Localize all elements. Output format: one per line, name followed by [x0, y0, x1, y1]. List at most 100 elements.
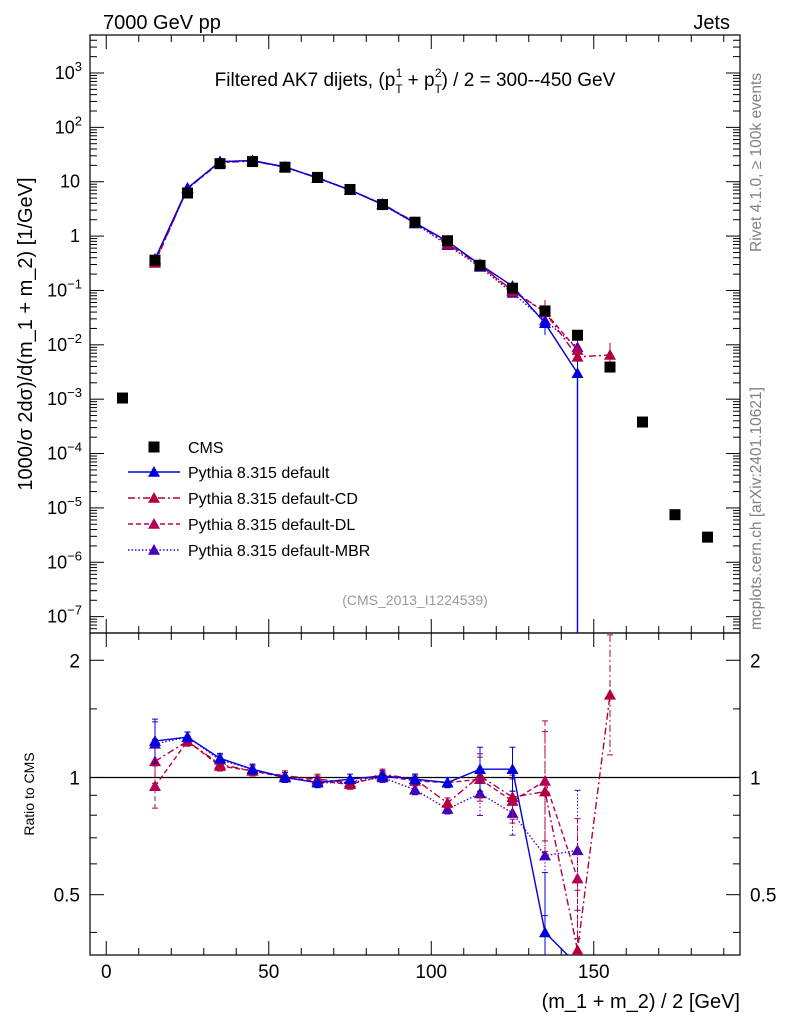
axis-ticks: 0 50 100 15010310210110−110−210−310−410−510…	[47, 34, 776, 983]
ratio-point-mbr	[539, 849, 551, 861]
ratio-point-cd	[506, 791, 519, 802]
side-rivet-label: Rivet 4.1.0, ≥ 100k events	[748, 73, 765, 252]
y-tick-label: 10−7	[47, 603, 82, 627]
cms-point	[377, 199, 388, 211]
ratio-y-tick-label: 1	[69, 768, 80, 789]
legend-label: Pythia 8.315 default-DL	[188, 517, 355, 534]
y-tick-label: 103	[55, 59, 82, 83]
y-tick-label: 10	[60, 172, 80, 192]
ratio-panel-series	[149, 634, 616, 955]
ratio-point-default	[506, 763, 519, 775]
ratio-y-tick-label: 2	[69, 651, 80, 672]
ratio-line-default	[154, 736, 569, 955]
cms-point	[539, 305, 551, 317]
chart-title: Filtered AK7 dijets, (pT1 + pT2) / 2 = 3…	[215, 66, 616, 96]
series-point-default	[571, 367, 584, 379]
ratio-point-default	[181, 731, 194, 742]
legend-marker-default	[148, 466, 160, 477]
x-axis-label: (m_1 + m_2) / 2 [GeV]	[542, 991, 740, 1013]
cms-point	[247, 156, 258, 168]
x-tick-label: 100	[415, 962, 447, 983]
y-tick-label: 10−4	[47, 440, 82, 464]
legend-label: Pythia 8.315 default-CD	[188, 491, 358, 508]
data-layer	[117, 154, 713, 955]
ratio-y-tick-label-right: 2	[750, 651, 761, 672]
ratio-point-default	[344, 773, 356, 784]
cms-point	[604, 361, 616, 373]
x-tick-label: 150	[578, 962, 610, 983]
cms-point	[312, 171, 323, 183]
cms-point	[279, 161, 291, 173]
ratio-y-tick-label: 0.5	[54, 886, 80, 907]
ratio-point-dl	[149, 780, 161, 791]
cms-point	[182, 187, 193, 199]
ratio-point-mbr	[571, 844, 584, 856]
series-line-default	[154, 159, 579, 633]
ratio-line-mbr	[154, 736, 578, 857]
series-line-mbr	[154, 159, 578, 348]
legend-marker-dl	[148, 518, 160, 529]
ratio-point-default	[441, 776, 454, 788]
legend-marker-mbr	[148, 544, 160, 555]
header-jets: Jets	[693, 12, 730, 34]
series-line-dl	[154, 160, 579, 351]
y-tick-label: 10−3	[47, 385, 82, 409]
ratio-line-cd	[154, 694, 611, 951]
ratio-line-dl	[154, 740, 579, 879]
y-tick-label: 102	[55, 113, 82, 137]
cms-point	[149, 254, 161, 266]
ratio-point-cd	[441, 796, 454, 808]
series-line-cd	[154, 160, 611, 358]
ratio-panel-frame	[89, 632, 741, 956]
cms-point	[442, 235, 453, 247]
legend-marker-cd	[148, 492, 160, 503]
y-tick-label: 10−5	[47, 494, 82, 518]
series-point-default	[539, 317, 551, 328]
cms-point	[117, 392, 128, 404]
ratio-point-dl	[571, 872, 584, 884]
ratio-point-default	[214, 752, 226, 764]
ratio-point-default	[376, 769, 389, 781]
cms-point	[474, 259, 486, 271]
y-axis-label: 1000/σ 2dσ)/d(m_1 + m_2) [1/GeV]	[15, 177, 37, 490]
ratio-point-default	[246, 763, 259, 775]
legend: CMS Pythia 8.315 default Pythia 8.315 defa…	[128, 440, 370, 560]
y-tick-label: 10−2	[47, 331, 82, 355]
legend-label: Pythia 8.315 default	[188, 465, 330, 482]
ratio-y-axis-label: Ratio to CMS	[21, 752, 37, 835]
x-tick-label: 0	[101, 962, 112, 983]
series-point-cd	[571, 350, 584, 362]
y-tick-label: 10−6	[47, 548, 82, 572]
ratio-point-default	[539, 926, 551, 938]
side-mcplots-label: mcplots.cern.ch [arXiv:2401.10621]	[748, 387, 765, 630]
cms-point	[572, 329, 583, 341]
x-tick-label: 50	[258, 962, 279, 983]
ratio-y-tick-label-right: 0.5	[750, 886, 776, 907]
legend-label: CMS	[188, 440, 224, 457]
ratio-point-default	[149, 735, 161, 746]
cms-point	[214, 158, 226, 170]
ratio-point-mbr	[409, 783, 421, 795]
cms-point	[637, 416, 648, 428]
legend-marker-cms	[148, 441, 160, 453]
ratio-point-default	[474, 763, 486, 775]
series-point-cd	[604, 348, 616, 360]
ratio-point-cd	[571, 944, 584, 955]
y-tick-label: 1	[70, 226, 80, 246]
ratio-point-default	[311, 776, 324, 788]
ratio-point-cd	[604, 688, 616, 700]
ratio-point-default	[279, 771, 291, 783]
ratio-point-default	[409, 773, 421, 784]
cms-point	[344, 183, 356, 195]
cms-point	[507, 282, 518, 294]
cms-point	[669, 509, 681, 521]
cms-point	[409, 216, 421, 228]
cms-point	[702, 531, 713, 543]
legend-label: Pythia 8.315 default-MBR	[188, 543, 370, 560]
ratio-y-tick-label-right: 1	[750, 768, 761, 789]
y-tick-label: 10−1	[47, 276, 82, 300]
header-energy: 7000 GeV pp	[103, 12, 221, 34]
analysis-tag: (CMS_2013_I1224539)	[342, 592, 488, 608]
main-panel-series	[117, 154, 713, 633]
